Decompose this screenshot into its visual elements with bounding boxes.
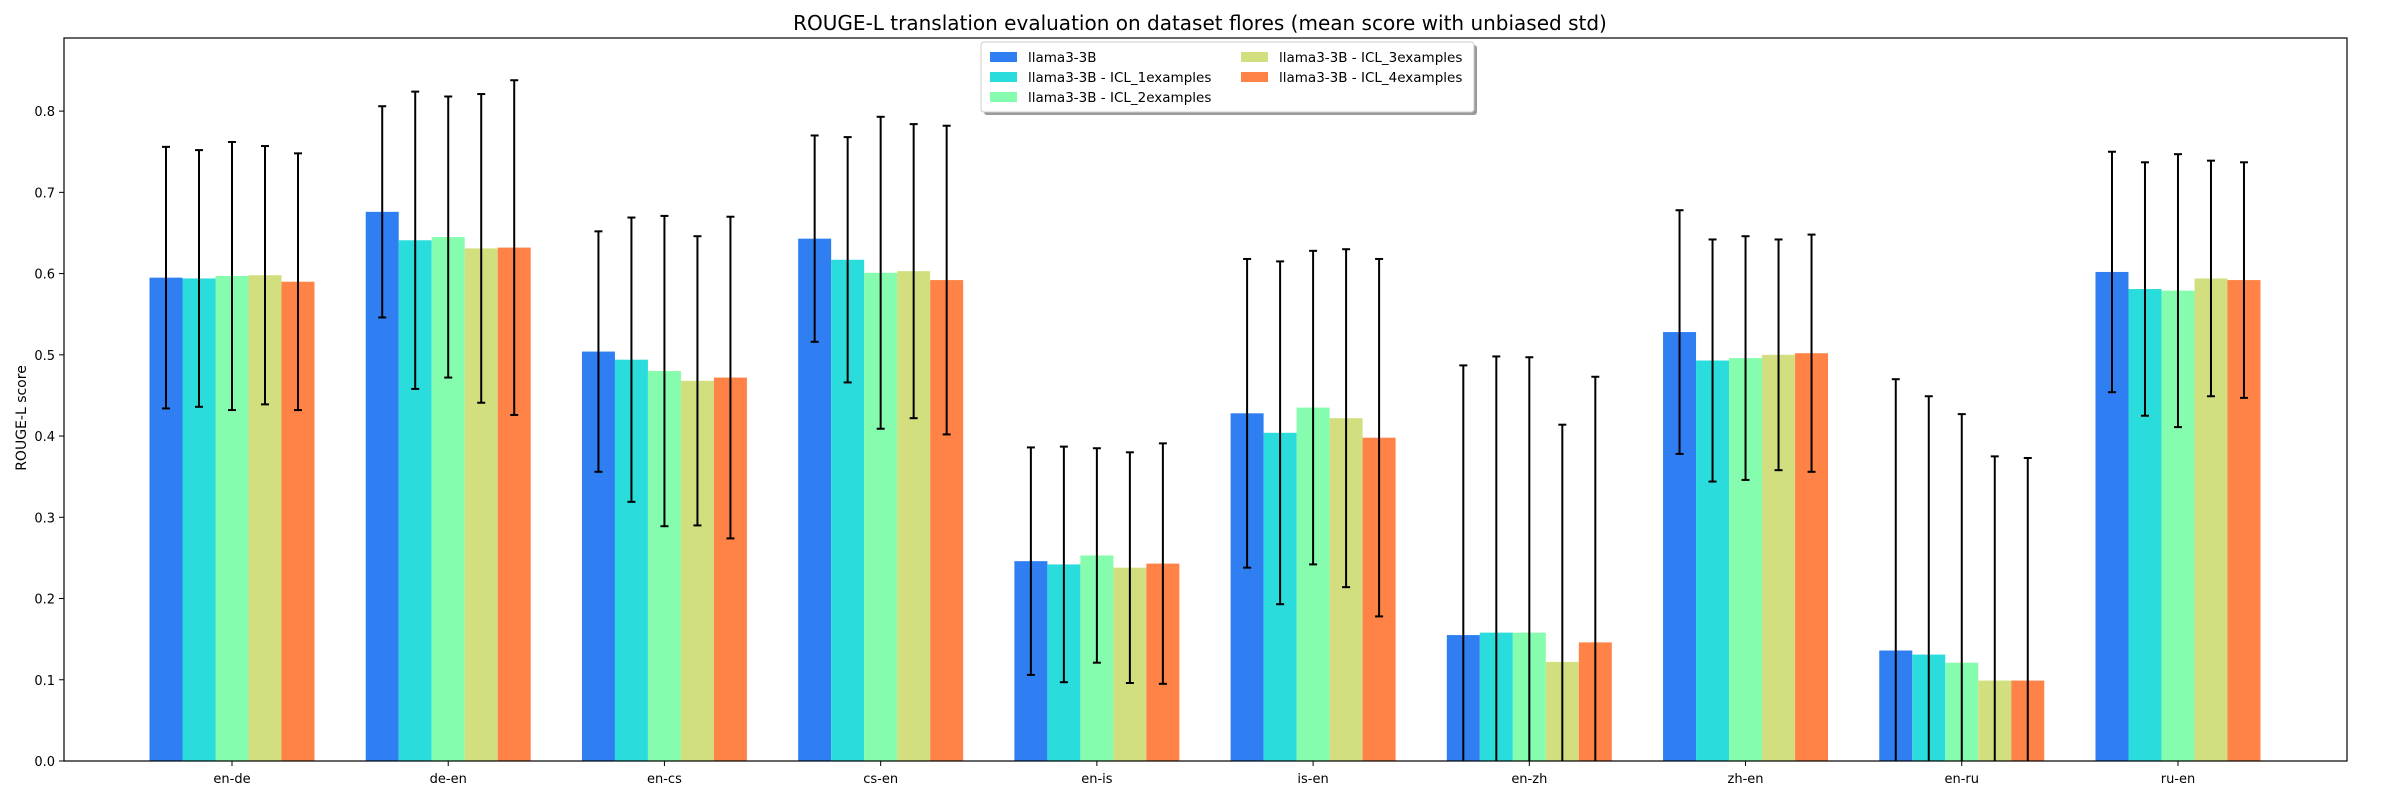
x-tick-label: en-zh	[1511, 772, 1547, 787]
y-tick-label: 0.8	[34, 105, 55, 120]
plot-frame	[63, 37, 2348, 762]
legend-swatch	[990, 72, 1017, 82]
x-tick-label: zh-en	[1728, 772, 1764, 787]
legend-label: llama3-3B - ICL_2examples	[1028, 90, 1211, 106]
legend-swatch	[1241, 72, 1268, 82]
y-tick-label: 0.7	[34, 186, 55, 201]
legend-swatch	[990, 92, 1017, 102]
legend-swatch	[990, 52, 1017, 62]
x-tick-label: en-de	[213, 772, 250, 787]
x-tick-label: ru-en	[2161, 772, 2196, 787]
legend: llama3-3B llama3-3B - ICL_1examples llama3…	[980, 41, 1477, 115]
bars-layer	[149, 211, 2261, 762]
y-tick-label: 0.0	[34, 755, 55, 770]
errorbars-layer	[162, 79, 2248, 761]
x-tick-label: en-is	[1081, 772, 1113, 787]
legend-swatch	[1241, 52, 1268, 62]
legend-label: llama3-3B - ICL_3examples	[1279, 50, 1462, 66]
chart-title: ROUGE-L translation evaluation on datase…	[793, 11, 1607, 35]
legend-box	[980, 41, 1475, 113]
x-tick-label: is-en	[1297, 772, 1328, 787]
x-tick-label: en-cs	[647, 772, 682, 787]
legend-label: llama3-3B	[1028, 50, 1097, 66]
y-tick-label: 0.5	[34, 349, 55, 364]
legend-label: llama3-3B - ICL_1examples	[1028, 70, 1211, 86]
y-tick-label: 0.1	[34, 674, 55, 689]
y-axis: 0.0 0.1 0.2 0.3 0.4 0.5 0.6 0.7 0.8	[34, 105, 64, 770]
legend-label: llama3-3B - ICL_4examples	[1279, 70, 1462, 86]
y-tick-label: 0.4	[34, 430, 55, 445]
x-tick-label: en-ru	[1945, 772, 1980, 787]
y-tick-label: 0.2	[34, 593, 55, 608]
y-tick-label: 0.6	[34, 268, 55, 283]
x-axis: en-de de-en en-cs cs-en en-is is-en en-zh zh-en…	[213, 761, 2195, 787]
y-tick-label: 0.3	[34, 511, 55, 526]
x-tick-label: de-en	[430, 772, 467, 787]
x-tick-label: cs-en	[863, 772, 898, 787]
y-axis-label: ROUGE-L score	[14, 365, 30, 471]
